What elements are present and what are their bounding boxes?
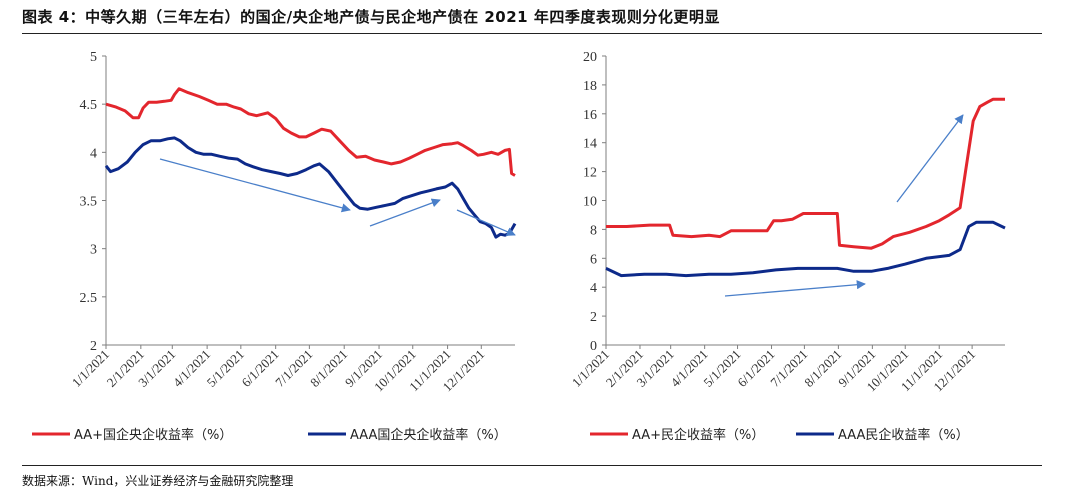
y-tick-label: 18 [583,79,597,94]
legend-item: AA+民企收益率（%） [590,427,764,443]
y-tick-label: 3.5 [80,195,98,210]
trend-arrow [369,198,441,227]
legend-label: AA+国企央企收益率（%） [74,427,232,443]
y-tick-label: 6 [590,252,597,267]
legend-label: AAA国企央企收益率（%） [350,427,507,443]
x-tick-label: 5/1/2021 [204,347,247,390]
series-line-aaa [104,136,517,239]
y-tick-label: 8 [590,223,597,238]
series-line-aa-plus [105,87,516,177]
y-tick-label: 2 [90,339,97,354]
y-tick-label: 4 [90,146,97,161]
trend-arrow [456,209,516,236]
y-tick-label: 16 [583,108,597,123]
y-tick-label: 3 [90,243,97,258]
legend-item: AA+国企央企收益率（%） [32,427,232,443]
legend-label: AA+民企收益率（%） [632,427,764,443]
trend-arrow [896,114,964,203]
y-tick-label: 14 [583,137,597,152]
source-note: 数据来源：Wind，兴业证券经济与金融研究院整理 [22,474,294,488]
y-tick-label: 12 [583,166,597,181]
y-tick-label: 4 [590,281,597,296]
x-tick-label: 7/1/2021 [272,347,315,390]
y-tick-label: 5 [90,50,97,65]
chart-private-yields: 024681012141618201/1/20212/1/20213/1/202… [569,50,1006,443]
series-line-aaa [605,220,1006,278]
bottom-divider [22,465,1042,466]
top-divider [22,33,1042,34]
trend-arrow [724,280,866,297]
y-tick-label: 2.5 [80,291,98,306]
legend-item: AAA国企央企收益率（%） [308,427,507,443]
legend-label: AAA民企收益率（%） [838,427,969,443]
figure-title: 图表 4：中等久期（三年左右）的国企/央企地产债与民企地产债在 2021 年四季… [22,8,720,26]
y-tick-label: 10 [583,195,597,210]
series-line-aa-plus [606,97,1005,250]
x-tick-label: 8/1/2021 [307,347,350,390]
chart-soe-yields: 22.533.544.551/1/20212/1/20213/1/20214/1… [32,50,517,443]
y-tick-label: 0 [590,339,597,354]
y-tick-label: 2 [590,310,597,325]
trend-arrow [159,158,351,213]
y-tick-label: 20 [583,50,597,65]
legend-item: AAA民企收益率（%） [796,427,969,443]
y-tick-label: 4.5 [80,98,98,113]
